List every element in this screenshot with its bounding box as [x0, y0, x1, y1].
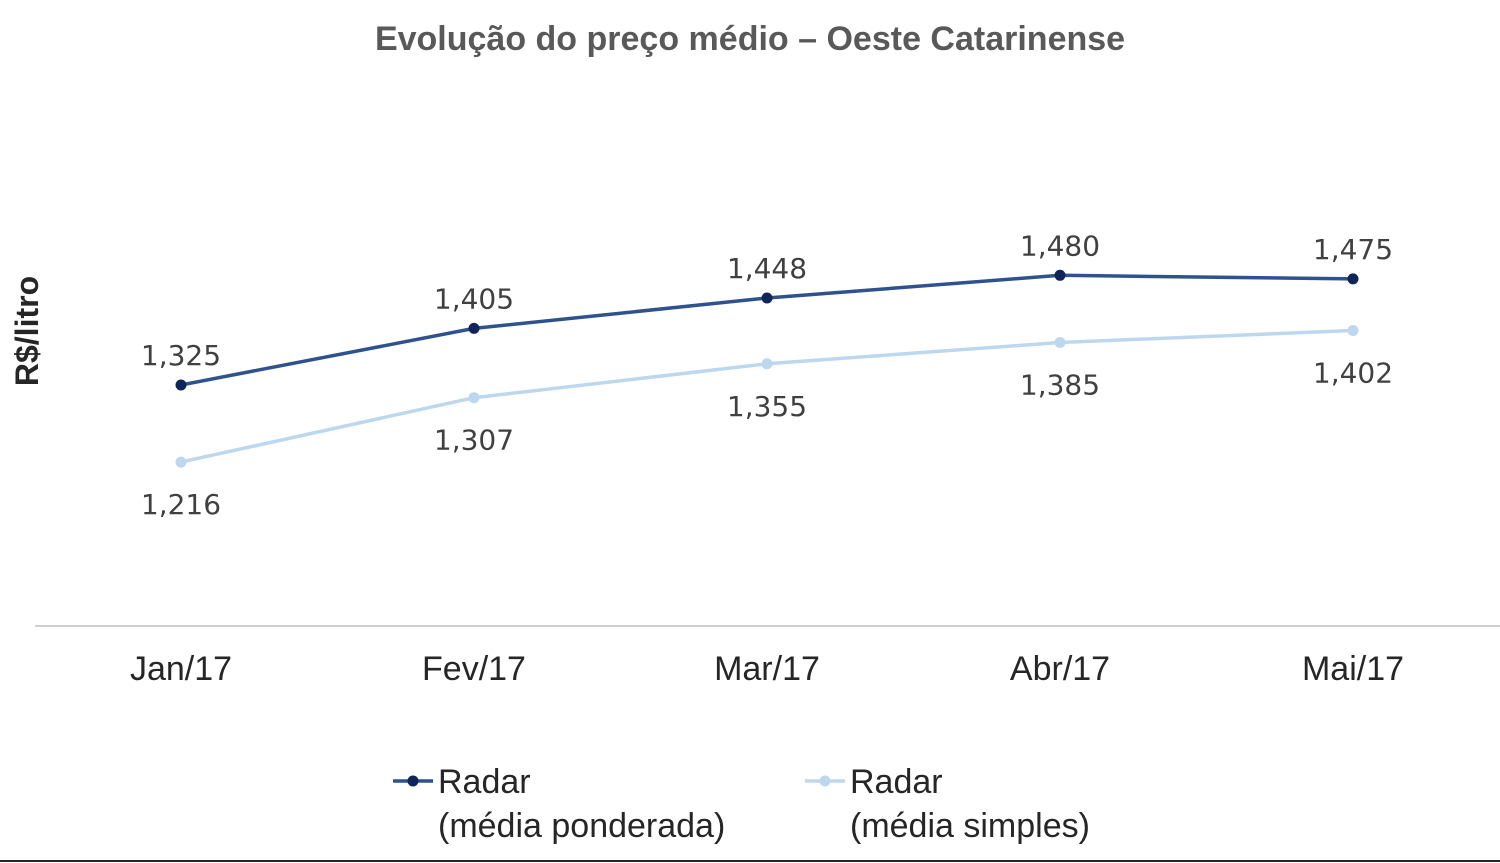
- data-label: 1,405: [434, 282, 514, 315]
- data-label: 1,402: [1313, 357, 1393, 390]
- legend-label: Radar: [850, 763, 943, 801]
- data-point: [1347, 325, 1359, 336]
- x-tick-label: Mai/17: [1302, 650, 1404, 688]
- data-label: 1,355: [727, 390, 807, 423]
- legend-swatch-marker: [819, 775, 831, 787]
- x-tick-label: Jan/17: [130, 650, 232, 688]
- x-tick-label: Abr/17: [1010, 650, 1110, 688]
- data-label: 1,216: [141, 488, 221, 521]
- data-point: [468, 322, 480, 334]
- legend: Radar (média ponderada) Radar (média simple…: [393, 763, 1090, 845]
- data-point: [761, 292, 773, 304]
- data-label: 1,448: [727, 252, 807, 285]
- data-label: 1,480: [1020, 229, 1100, 262]
- legend-swatch-marker: [407, 775, 419, 787]
- data-point: [1347, 273, 1359, 285]
- legend-label: (média ponderada): [438, 807, 725, 845]
- data-point: [1054, 337, 1066, 348]
- data-point: [175, 379, 187, 391]
- plot-area: 1,216 1,307 1,355 1,385 1,402 1,325 1,405 1,448…: [141, 229, 1393, 521]
- legend-label: Radar: [438, 763, 531, 801]
- data-point: [761, 358, 773, 370]
- data-point: [175, 456, 187, 468]
- data-label: 1,475: [1313, 233, 1393, 266]
- data-label: 1,385: [1020, 369, 1100, 402]
- x-tick-label: Fev/17: [422, 650, 526, 688]
- data-point: [468, 392, 480, 404]
- chart-title: Evolução do preço médio – Oeste Catarine…: [375, 20, 1125, 58]
- x-axis-ticks: Jan/17 Fev/17 Mar/17 Abr/17 Mai/17: [130, 650, 1404, 688]
- data-point: [1054, 269, 1066, 281]
- data-label: 1,325: [141, 339, 221, 372]
- data-label: 1,307: [434, 424, 514, 457]
- y-axis-label: R$/litro: [9, 276, 45, 386]
- legend-label: (média simples): [850, 807, 1090, 845]
- x-tick-label: Mar/17: [714, 650, 820, 688]
